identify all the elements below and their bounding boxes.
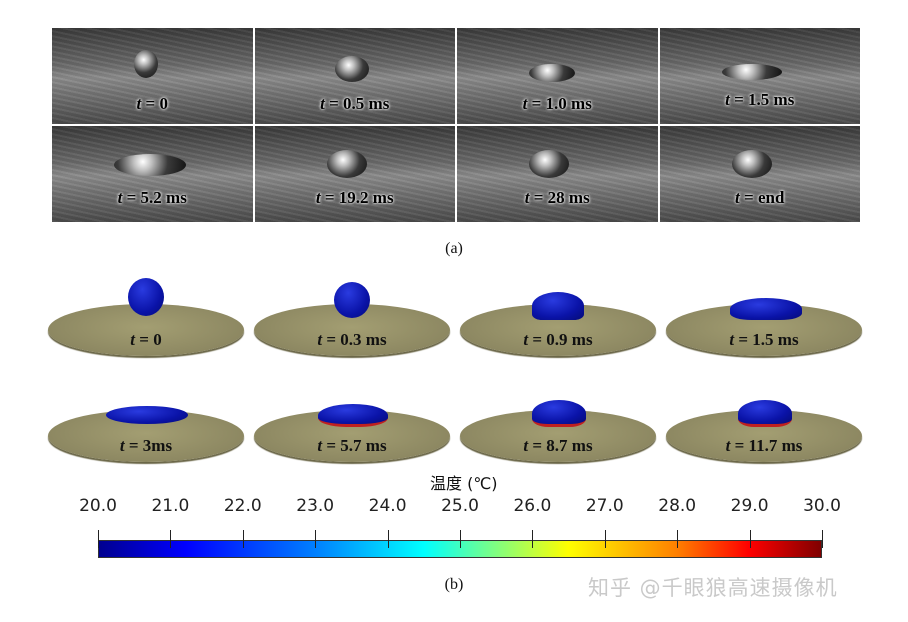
- colorbar-tick-label: 22.0: [223, 496, 262, 516]
- sim-droplet: [334, 282, 370, 318]
- droplet-image: [731, 150, 772, 178]
- sim-time-label: t = 5.7 ms: [317, 436, 387, 455]
- sim-droplet: [738, 400, 792, 427]
- colorbar-tick-mark: [460, 530, 461, 548]
- colorbar-tick-mark: [604, 530, 606, 548]
- photo-frame-2: t = 0.5 ms: [254, 28, 455, 124]
- sim-time-label: t = 0.3 ms: [317, 330, 387, 349]
- sim-frame-7: t = 8.7 ms: [460, 378, 656, 462]
- colorbar-tick-label: 24.0: [368, 496, 407, 516]
- photo-time-label: t = 19.2 ms: [315, 188, 394, 207]
- sim-droplet: [106, 406, 188, 424]
- photo-time-label: t = 0: [136, 94, 168, 113]
- sim-frame-5: t = 3ms: [48, 378, 244, 462]
- sim-frame-6: t = 5.7 ms: [254, 378, 450, 462]
- colorbar-title: 温度 (℃): [430, 474, 498, 493]
- colorbar-tick-mark: [749, 530, 751, 548]
- photo-time-label: t = 5.2 ms: [117, 188, 187, 207]
- sim-droplet: [532, 400, 586, 427]
- colorbar-tick-label: 21.0: [151, 496, 190, 516]
- photo-time-label: t = 0.5 ms: [320, 94, 390, 113]
- photo-frame-6: t = 19.2 ms: [254, 126, 455, 222]
- colorbar-tick-mark: [242, 530, 244, 548]
- photo-frame-5: t = 5.2 ms: [52, 126, 253, 222]
- colorbar-tick-mark: [532, 530, 534, 548]
- droplet-image: [529, 150, 569, 178]
- photo-frame-8: t = end: [659, 126, 860, 222]
- sim-time-label: t = 3ms: [119, 436, 173, 455]
- sim-frame-4: t = 1.5 ms: [666, 272, 862, 356]
- sim-frame-1: t = 0: [48, 272, 244, 356]
- sim-time-label: t = 8.7 ms: [523, 436, 593, 455]
- colorbar-tick-mark: [387, 530, 389, 548]
- photo-time-label: t = 1.0 ms: [522, 94, 592, 113]
- droplet-image: [114, 154, 186, 176]
- colorbar-tick-label: 25.0: [441, 496, 479, 516]
- droplet-image: [134, 50, 158, 78]
- sim-droplet: [532, 292, 584, 320]
- colorbar-tick-mark: [677, 530, 679, 548]
- photo-time-label: t = 1.5 ms: [725, 90, 795, 109]
- sim-time-label: t = 11.7 ms: [725, 436, 803, 455]
- caption-b: (b): [444, 576, 464, 593]
- droplet-image: [326, 150, 367, 178]
- sim-time-label: t = 1.5 ms: [729, 330, 799, 349]
- droplet-image: [529, 64, 575, 82]
- colorbar-tick-label: 28.0: [658, 496, 697, 516]
- colorbar-tick-label: 23.0: [296, 496, 335, 516]
- colorbar-tick-mark: [315, 530, 317, 548]
- photo-frame-3: t = 1.0 ms: [457, 28, 658, 124]
- sim-frame-8: t = 11.7 ms: [666, 378, 862, 462]
- photo-frame-7: t = 28 ms: [457, 126, 658, 222]
- sim-droplet: [730, 298, 802, 320]
- watermark: 知乎 @千眼狼高速摄像机: [588, 576, 838, 600]
- sim-frame-3: t = 0.9 ms: [460, 272, 656, 356]
- sim-droplet: [128, 278, 164, 316]
- colorbar-tick-label: 30.0: [803, 496, 841, 516]
- photo-frame-4: t = 1.5 ms: [659, 28, 860, 124]
- caption-a: (a): [445, 240, 463, 257]
- sim-droplet: [318, 404, 388, 427]
- colorbar-tick-mark: [170, 530, 172, 548]
- sim-time-label: t = 0: [130, 330, 162, 349]
- droplet-image: [721, 64, 782, 80]
- colorbar-tick-label: 20.0: [79, 496, 117, 516]
- colorbar-tick-mark: [822, 530, 823, 548]
- colorbar-tick-label: 26.0: [513, 496, 552, 516]
- experiment-photo-grid: t = 0 t = 0.5 ms t = 1.0 ms t = 1.5 ms t…: [52, 28, 860, 222]
- colorbar-tick-label: 29.0: [730, 496, 769, 516]
- droplet-image: [334, 56, 369, 82]
- colorbar-tick-labels: 20.0 21.0 22.0 23.0 24.0 25.0 26.0 27.0 28.0 29.0…: [79, 496, 841, 520]
- sim-frame-2: t = 0.3 ms: [254, 272, 450, 356]
- photo-time-label: t = 28 ms: [524, 188, 590, 207]
- sim-time-label: t = 0.9 ms: [523, 330, 593, 349]
- colorbar-tick-label: 27.0: [585, 496, 624, 516]
- colorbar-tick-mark: [98, 530, 99, 548]
- photo-frame-1: t = 0: [52, 28, 253, 124]
- photo-time-label: t = end: [735, 188, 785, 207]
